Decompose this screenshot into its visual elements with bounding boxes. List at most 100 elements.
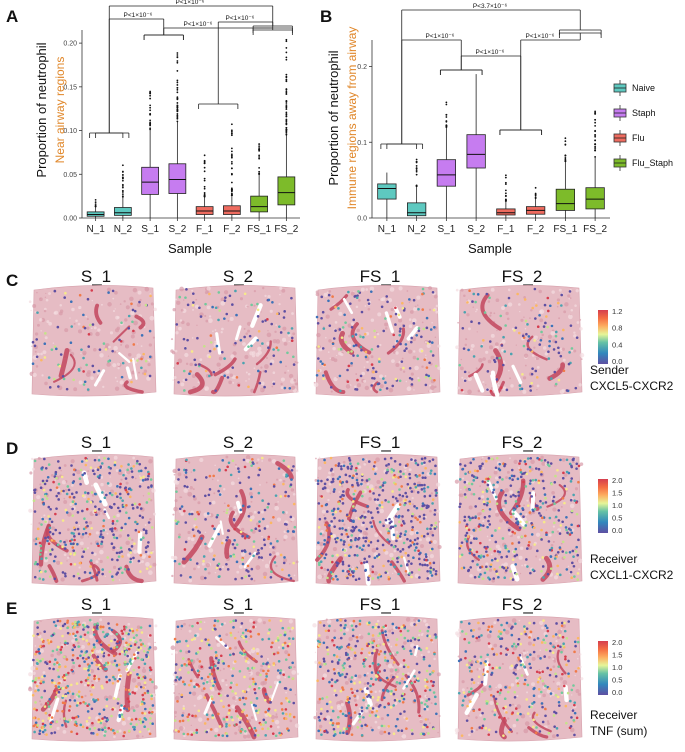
expression-spot xyxy=(559,458,562,462)
expression-spot xyxy=(357,577,361,581)
expression-spot xyxy=(143,725,146,729)
expression-spot xyxy=(84,491,87,494)
tissue-texture xyxy=(475,310,477,313)
tissue-texture xyxy=(208,513,212,517)
expression-spot xyxy=(37,688,40,692)
expression-spot xyxy=(293,525,297,529)
tissue-texture xyxy=(136,302,141,308)
tissue-texture xyxy=(40,620,42,623)
tissue-texture xyxy=(282,473,286,477)
expression-spot xyxy=(106,482,110,485)
outlier-point xyxy=(285,118,288,121)
y-tick-label: 0.1 xyxy=(357,140,367,147)
expression-spot xyxy=(112,697,116,700)
tissue-texture xyxy=(106,287,112,292)
blood-vessel xyxy=(526,335,548,361)
legend-label-Flu_Staph: Flu_Staph xyxy=(632,158,673,168)
expression-spot xyxy=(190,733,194,736)
expression-spot xyxy=(504,493,508,497)
tissue-texture xyxy=(87,536,90,538)
tissue-texture xyxy=(50,653,54,658)
expression-spot xyxy=(404,530,408,533)
expression-spot xyxy=(337,462,341,465)
expression-spot xyxy=(511,530,515,534)
tissue-texture xyxy=(172,379,175,381)
expression-spot xyxy=(87,497,90,501)
expression-spot xyxy=(320,479,323,483)
expression-spot xyxy=(198,647,202,650)
tissue-texture xyxy=(139,475,141,477)
expression-spot xyxy=(476,563,479,566)
expression-spot xyxy=(272,348,275,351)
expression-spot xyxy=(343,549,347,552)
tissue-texture xyxy=(489,311,493,315)
expression-spot xyxy=(390,470,394,474)
expression-spot xyxy=(125,641,128,645)
expression-spot xyxy=(526,565,529,568)
expression-spot xyxy=(495,456,499,460)
expression-spot xyxy=(335,564,339,567)
expression-spot xyxy=(97,571,101,574)
x-tick-label: FS_1 xyxy=(247,224,271,235)
expression-spot xyxy=(354,578,358,582)
expression-spot xyxy=(378,493,381,497)
tissue-texture xyxy=(218,356,223,361)
x-tick-label: F_2 xyxy=(223,224,241,235)
tissue-texture xyxy=(55,560,61,565)
expression-spot xyxy=(191,528,195,531)
expression-spot xyxy=(548,339,551,343)
outlier-point xyxy=(258,148,261,151)
tissue-texture xyxy=(389,287,395,292)
tissue-texture xyxy=(253,579,256,582)
expression-spot xyxy=(352,505,355,508)
tissue-texture xyxy=(62,730,67,734)
tissue-texture xyxy=(245,454,251,460)
expression-spot xyxy=(53,577,57,581)
expression-spot xyxy=(550,324,554,328)
expression-spot xyxy=(110,506,113,509)
tissue-texture xyxy=(570,349,574,352)
expression-spot xyxy=(551,530,555,534)
expression-spot xyxy=(144,546,148,549)
tissue-texture xyxy=(141,668,147,674)
expression-spot xyxy=(81,509,84,513)
tissue-texture xyxy=(173,473,176,476)
expression-spot xyxy=(499,314,503,318)
expression-spot xyxy=(530,533,534,536)
tissue-texture xyxy=(420,544,424,549)
expression-spot xyxy=(243,465,247,469)
tissue-texture xyxy=(358,465,362,469)
tissue-texture xyxy=(296,361,299,364)
tissue-texture xyxy=(81,547,84,550)
expression-spot xyxy=(488,514,491,518)
expression-spot xyxy=(185,458,188,462)
expression-spot xyxy=(55,494,59,498)
expression-spot xyxy=(355,466,358,470)
expression-spot xyxy=(76,630,79,634)
expression-spot xyxy=(141,720,145,724)
tissue-texture xyxy=(224,679,228,682)
expression-spot xyxy=(399,550,402,553)
tissue-texture xyxy=(192,308,195,311)
expression-spot xyxy=(434,521,438,525)
expression-spot xyxy=(256,302,259,306)
expression-spot xyxy=(119,496,122,500)
expression-spot xyxy=(508,476,512,480)
expression-spot xyxy=(77,532,81,536)
tissue-texture xyxy=(200,575,205,581)
expression-spot xyxy=(70,492,74,496)
tissue-texture xyxy=(272,551,276,555)
tissue-texture xyxy=(293,378,297,382)
expression-spot xyxy=(283,386,287,390)
expression-spot xyxy=(143,691,147,695)
expression-spot xyxy=(72,661,75,665)
expression-spot xyxy=(507,528,511,532)
expression-spot xyxy=(336,578,339,581)
sample-title: S_2 xyxy=(223,267,253,286)
airway-lumen xyxy=(131,357,138,380)
tissue-texture xyxy=(30,523,33,526)
tissue-texture xyxy=(90,376,94,380)
tissue-texture xyxy=(467,389,472,395)
expression-spot xyxy=(34,689,37,693)
expression-spot xyxy=(127,516,131,520)
